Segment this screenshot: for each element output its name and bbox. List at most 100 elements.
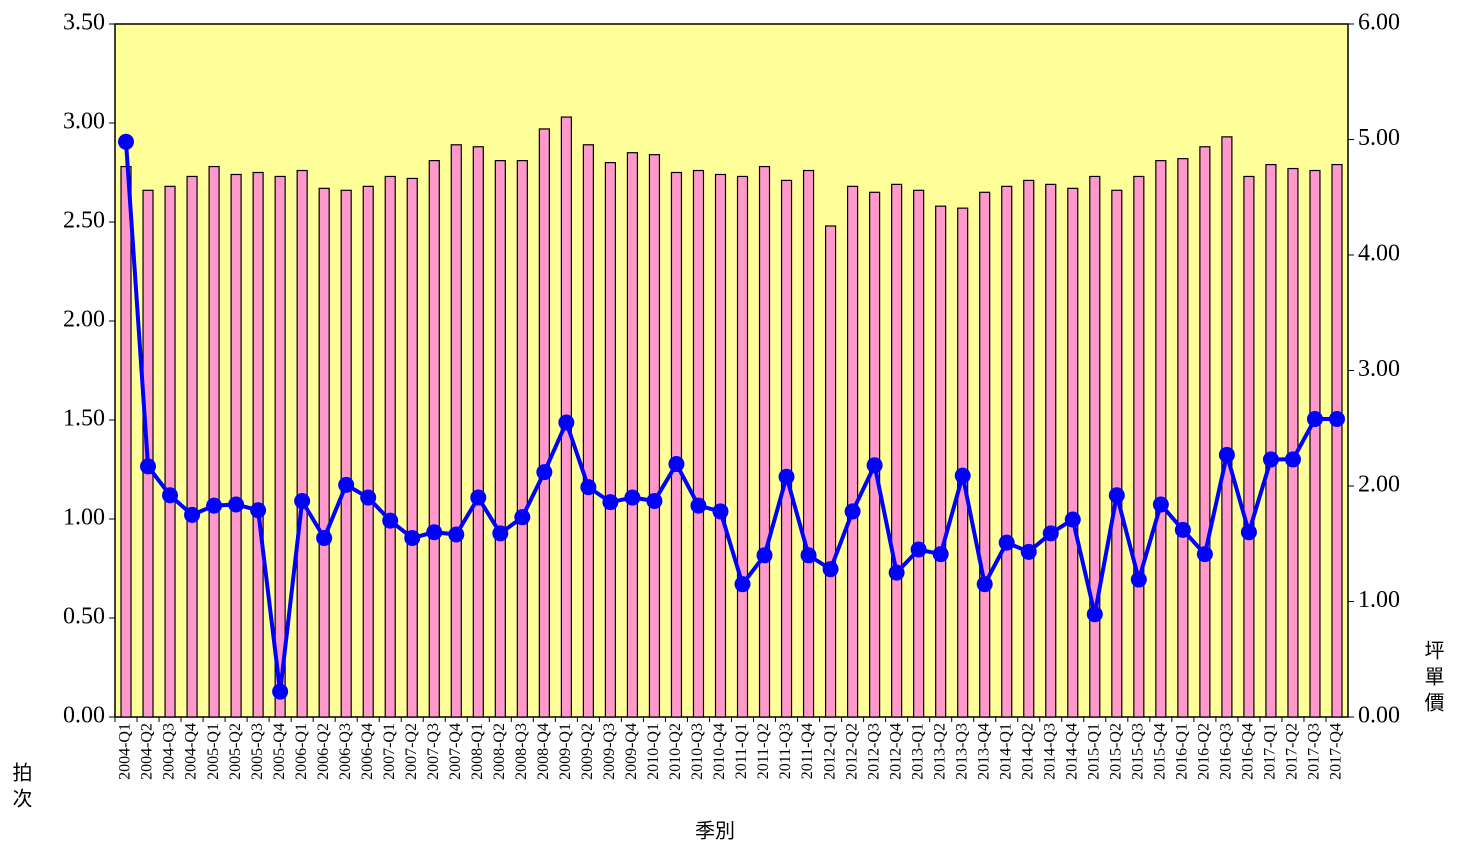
bar bbox=[824, 225, 837, 718]
y-tick-label: 3.00 bbox=[63, 109, 105, 135]
point bbox=[1240, 524, 1257, 541]
x-tick-label: 2011-Q1 bbox=[733, 723, 750, 779]
point bbox=[272, 683, 289, 700]
bar bbox=[626, 152, 639, 718]
x-tick-label: 2011-Q2 bbox=[755, 723, 772, 779]
x-tick-label: 2006-Q4 bbox=[359, 723, 376, 780]
point bbox=[514, 509, 531, 526]
bar bbox=[274, 175, 286, 718]
y-tick-label: 1.50 bbox=[63, 406, 105, 432]
bar bbox=[208, 165, 220, 718]
bar bbox=[869, 191, 881, 718]
point bbox=[316, 529, 333, 546]
x-tick-label: 2016-Q2 bbox=[1196, 723, 1213, 780]
x-tick-label: 2015-Q1 bbox=[1085, 723, 1102, 780]
bar bbox=[406, 177, 418, 718]
bar bbox=[340, 189, 352, 718]
point bbox=[1064, 511, 1081, 528]
y-tick-label: 0.50 bbox=[63, 604, 105, 630]
point bbox=[118, 133, 135, 150]
point bbox=[1086, 606, 1103, 623]
x-tick-label: 2005-Q1 bbox=[205, 723, 222, 780]
point bbox=[1284, 451, 1301, 468]
point bbox=[866, 457, 883, 474]
point bbox=[580, 479, 597, 496]
point bbox=[1020, 543, 1037, 560]
point bbox=[1196, 546, 1213, 563]
point bbox=[932, 546, 949, 563]
bar bbox=[1133, 175, 1145, 718]
point bbox=[250, 502, 267, 519]
bar bbox=[450, 144, 462, 718]
point bbox=[888, 564, 905, 581]
x-tick-label: 2017-Q4 bbox=[1328, 723, 1345, 780]
x-tick-label: 2013-Q4 bbox=[975, 723, 992, 780]
bar bbox=[979, 191, 991, 718]
x-tick-label: 2017-Q3 bbox=[1306, 723, 1323, 780]
y2-tick-label: 3.00 bbox=[1358, 356, 1400, 382]
bar bbox=[1265, 163, 1277, 718]
x-tick-label: 2006-Q3 bbox=[337, 723, 354, 780]
point bbox=[338, 476, 355, 493]
x-tick-label: 2008-Q2 bbox=[491, 723, 508, 780]
x-axis-label: 季別 bbox=[695, 820, 735, 843]
x-tick-label: 2011-Q4 bbox=[799, 723, 816, 779]
x-tick-label: 2013-Q2 bbox=[931, 723, 948, 780]
point bbox=[360, 489, 377, 506]
bar bbox=[494, 160, 506, 718]
bar bbox=[1045, 183, 1057, 718]
bar bbox=[296, 169, 308, 718]
bar bbox=[846, 185, 859, 718]
bar bbox=[538, 128, 550, 718]
line bbox=[124, 141, 1337, 692]
x-tick-label: 2014-Q2 bbox=[1019, 723, 1036, 780]
y2-tick-label: 0.00 bbox=[1358, 703, 1400, 729]
point bbox=[1262, 451, 1279, 468]
bar bbox=[428, 160, 440, 718]
bar bbox=[1309, 169, 1321, 718]
x-tick-label: 2010-Q2 bbox=[667, 723, 684, 780]
x-tick-label: 2012-Q3 bbox=[865, 723, 882, 780]
point bbox=[492, 525, 509, 542]
x-tick-label: 2008-Q4 bbox=[535, 723, 552, 780]
point bbox=[206, 497, 223, 514]
bar bbox=[913, 189, 925, 718]
point bbox=[998, 534, 1015, 551]
x-tick-label: 2017-Q2 bbox=[1284, 723, 1301, 780]
x-tick-label: 2011-Q3 bbox=[777, 723, 794, 779]
y-tick-label: 2.50 bbox=[63, 208, 105, 234]
x-tick-label: 2004-Q2 bbox=[139, 723, 156, 780]
point bbox=[536, 464, 553, 481]
point bbox=[1042, 525, 1059, 542]
x-tick-label: 2010-Q3 bbox=[689, 723, 706, 780]
bar bbox=[384, 175, 396, 718]
x-tick-label: 2004-Q1 bbox=[117, 723, 134, 780]
point bbox=[800, 547, 817, 564]
bar bbox=[1001, 185, 1013, 718]
bar bbox=[1199, 146, 1211, 718]
x-tick-label: 2012-Q2 bbox=[843, 723, 860, 780]
point bbox=[184, 506, 201, 523]
point bbox=[602, 494, 619, 511]
point bbox=[1108, 487, 1125, 504]
point bbox=[1306, 411, 1323, 428]
point bbox=[624, 489, 641, 506]
bar bbox=[736, 175, 749, 718]
bar bbox=[670, 171, 683, 718]
bar bbox=[1331, 163, 1343, 718]
bar bbox=[957, 207, 969, 718]
point bbox=[294, 493, 311, 510]
x-tick-label: 2007-Q3 bbox=[425, 723, 442, 780]
x-tick-label: 2009-Q3 bbox=[601, 723, 618, 780]
point bbox=[1328, 411, 1345, 428]
point bbox=[382, 512, 399, 529]
bar bbox=[1287, 167, 1299, 718]
x-tick-label: 2014-Q4 bbox=[1063, 723, 1080, 780]
bar bbox=[1067, 187, 1079, 718]
point bbox=[162, 487, 179, 504]
x-tick-label: 2009-Q1 bbox=[557, 723, 574, 780]
x-tick-label: 2015-Q3 bbox=[1130, 723, 1147, 780]
x-tick-label: 2014-Q1 bbox=[997, 723, 1014, 780]
